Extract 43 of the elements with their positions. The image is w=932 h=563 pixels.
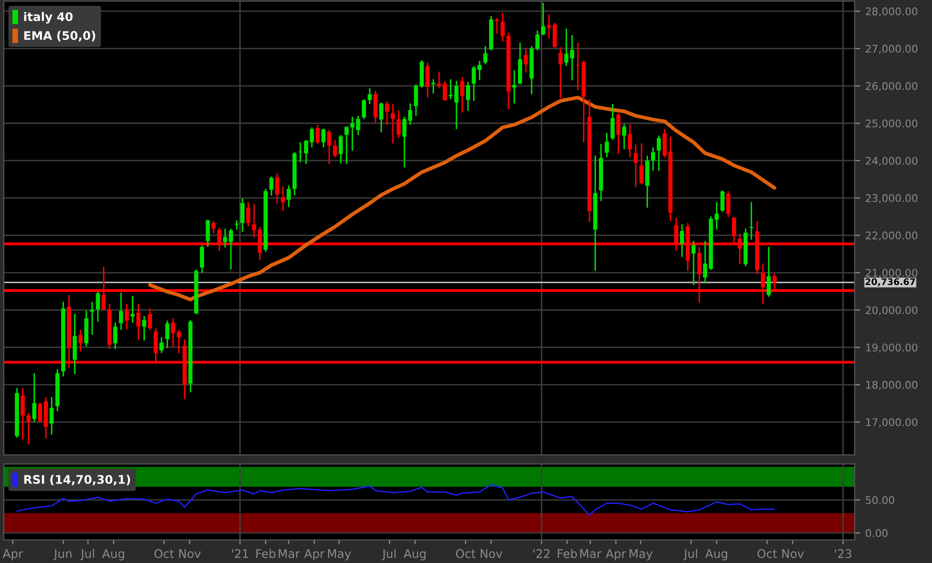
x-tick-label: Nov [782, 549, 804, 558]
y-tick-label: 50.00 [866, 496, 894, 504]
x-tick-label: Jun [53, 549, 72, 560]
legend-label: EMA (50,0) [24, 30, 96, 42]
x-tick-label: Apr [606, 549, 626, 560]
legend-label: italy 40 [24, 12, 73, 24]
x-tick-label: Mar [278, 549, 300, 558]
x-tick-label: Feb [558, 548, 577, 558]
x-tick-label: Oct [154, 549, 174, 558]
y-tick-label: 23,000.00 [866, 194, 918, 204]
x-tick-label: Oct [758, 549, 777, 558]
x-tick-label: Nov [480, 549, 502, 558]
y-tick-label: 28,000.00 [866, 7, 918, 16]
x-tick-label: Feb [256, 548, 276, 558]
y-tick-label: 19,000.00 [866, 344, 918, 353]
x-tick-label: Jul [80, 548, 94, 560]
x-tick-label: Aug [705, 549, 728, 560]
x-tick-label: Oct [456, 549, 476, 558]
y-tick-label: 21,000.00 [866, 268, 918, 278]
x-tick-label: Mar [580, 549, 602, 558]
y-tick-label: 27,000.00 [866, 44, 918, 54]
x-tick-label: Jul [382, 548, 396, 560]
y-tick-label: 18,000.00 [866, 380, 918, 390]
y-tick-label: 25,000.00 [866, 119, 918, 128]
x-tick-label: May [328, 549, 351, 560]
legend-label: RSI (14,70,30,1) [24, 474, 130, 486]
x-tick-label: '22 [534, 549, 550, 558]
y-tick-label: 24,000.00 [866, 156, 918, 166]
x-tick-label: Jul [683, 548, 698, 560]
x-tick-label: Nov [179, 549, 201, 558]
ref-line-label: 20,736.67 [866, 278, 915, 286]
y-tick-label: 26,000.00 [866, 82, 918, 92]
x-tick-label: Aug [102, 549, 124, 560]
x-tick-label: Aug [404, 549, 426, 560]
x-tick-label: '21 [232, 549, 248, 558]
y-tick-label: 22,000.00 [866, 232, 918, 240]
y-tick-label: 20,000.00 [866, 306, 918, 316]
x-tick-label: May [630, 549, 653, 560]
y-tick-label: 17,000.00 [866, 418, 918, 428]
x-tick-label: Apr [304, 549, 325, 560]
x-tick-label: '23 [835, 549, 852, 558]
x-tick-label: Apr [2, 549, 24, 560]
y-tick-label: 0.00 [866, 529, 888, 538]
